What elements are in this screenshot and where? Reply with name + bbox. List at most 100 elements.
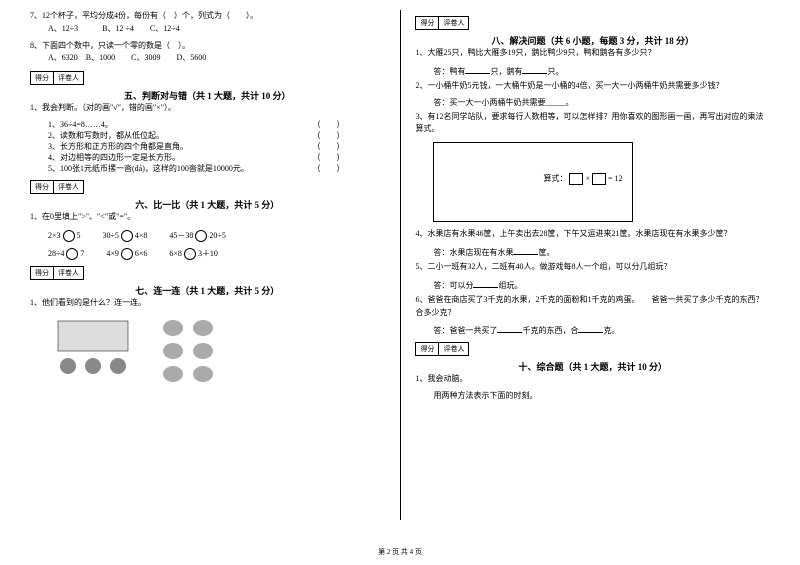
formula-label: 算式： — [543, 174, 567, 183]
cmp-lhs: 4×9 — [106, 249, 119, 258]
ans-prefix: 答：爸爸一共买了 — [433, 326, 497, 335]
q8-6: 6、爸爸在商店买了3千克的水果，2千克的面粉和1千克的鸡蛋。 爸爸一共买了多少千… — [415, 294, 770, 320]
score-label: 得分 — [31, 72, 54, 84]
tf-item-5: 5、100张1元纸币摞一沓(dá)，这样的100沓就是10000元。 （ ） — [30, 163, 385, 174]
tf-text-3: 3、长方形和正方形的四个角都是直角。 — [48, 142, 188, 151]
q8-2-answer: 答：买一大一小两桶牛奶共需要_____。 — [415, 97, 770, 108]
score-box: 得分 评卷人 — [415, 16, 469, 30]
blank — [473, 278, 498, 288]
compare-item: 30÷5 4×8 — [103, 230, 148, 242]
cmp-rhs: 5 — [77, 231, 81, 240]
ans-suffix: 筐。 — [538, 248, 554, 257]
tf-item-2: 2、读数和写数时，都从低位起。 （ ） — [30, 130, 385, 141]
page-footer: 第 2 页 共 4 页 — [0, 547, 800, 557]
tf-item-3: 3、长方形和正方形的四个角都是直角。 （ ） — [30, 141, 385, 152]
q8-6-answer: 答：爸爸一共买了千克的东西，合克。 — [415, 323, 770, 336]
tf-paren: （ ） — [313, 130, 345, 141]
section-8-title: 八、解决问题（共 6 小题，每题 3 分，共计 18 分） — [415, 34, 770, 47]
ans-prefix: 答：鸭有 — [433, 67, 465, 76]
q8-1: 1、大雁25只，鸭比大雁多19只，鹅比鸭少9只，鸭和鹅各有多少只？ — [415, 47, 770, 60]
q8-1-answer: 答：鸭有 只，鹅有 只。 — [415, 64, 770, 77]
cmp-rhs: 3＋10 — [198, 249, 218, 258]
tf-paren: （ ） — [313, 141, 345, 152]
question-7: 7、12个杯子，平均分成4份，每份有（ ）个，列式为（ ）。 A、12÷3 B、… — [30, 10, 385, 36]
score-label: 得分 — [31, 181, 54, 193]
cmp-rhs: 20÷5 — [209, 231, 225, 240]
left-column: 7、12个杯子，平均分成4份，每份有（ ）个，列式为（ ）。 A、12÷3 B、… — [20, 10, 395, 520]
exam-page: 7、12个杯子，平均分成4份，每份有（ ）个，列式为（ ）。 A、12÷3 B、… — [0, 0, 800, 530]
compare-circle — [184, 248, 196, 260]
section-10-intro: 1、我会动脑。 — [415, 373, 770, 386]
ans-mid: 千克的东西，合 — [522, 326, 578, 335]
q8-5-answer: 答：可以分组玩。 — [415, 278, 770, 291]
tf-text-4: 4、对边相等的四边形一定是长方形。 — [48, 153, 180, 162]
section-5-title: 五、判断对与错（共 1 大题，共计 10 分） — [30, 89, 385, 102]
q8-text: 8、下面四个数中，只读一个零的数是（ ）。 — [30, 40, 385, 53]
section-7-intro: 1、他们看到的是什么？连一连。 — [30, 297, 385, 310]
grader-label: 评卷人 — [54, 72, 83, 84]
q8-4: 4、水果店有水果46筐，上午卖出去28筐，下午又运进来21筐。水果店现在有水果多… — [415, 228, 770, 241]
compare-row-1: 2×3 5 30÷5 4×8 45－38 20÷5 — [30, 230, 385, 242]
tf-paren: （ ） — [313, 163, 345, 174]
tf-paren: （ ） — [313, 119, 345, 130]
compare-row-2: 28÷4 7 4×9 6×6 6×8 3＋10 — [30, 248, 385, 260]
ans-suffix: 只。 — [547, 67, 563, 76]
compare-circle — [195, 230, 207, 242]
tf-item-1: 1、36÷4=8……4。 （ ） — [30, 119, 385, 130]
q8-4-answer: 答：水果店现在有水果 筐。 — [415, 245, 770, 258]
tf-text-1: 1、36÷4=8……4。 — [48, 120, 113, 129]
grader-label: 评卷人 — [54, 267, 83, 279]
grader-label: 评卷人 — [439, 343, 468, 355]
grader-label: 评卷人 — [439, 17, 468, 29]
score-box: 得分 评卷人 — [30, 180, 84, 194]
tf-text-2: 2、读数和写数时，都从低位起。 — [48, 131, 164, 140]
blank — [513, 245, 538, 255]
q7-text: 7、12个杯子，平均分成4份，每份有（ ）个，列式为（ ）。 — [30, 10, 385, 23]
tf-text-5: 5、100张1元纸币摞一沓(dá)，这样的100沓就是10000元。 — [48, 164, 249, 173]
blank — [522, 64, 547, 74]
ans-prefix: 答：水果店现在有水果 — [433, 248, 513, 257]
cmp-rhs: 6×6 — [135, 249, 148, 258]
cmp-lhs: 2×3 — [48, 231, 61, 240]
formula-result: = 12 — [608, 174, 623, 183]
ans-suffix: 组玩。 — [498, 281, 522, 290]
section-10-header: 得分 评卷人 — [415, 342, 770, 356]
blank — [578, 323, 603, 333]
q8-3: 3、有12名同学站队，要求每行人数相等，可以怎样排？用你喜欢的图形画一画，再写出… — [415, 111, 770, 137]
input-box — [569, 173, 583, 185]
tf-paren: （ ） — [313, 152, 345, 163]
ans-mid: 只，鹅有 — [490, 67, 522, 76]
section-8-header: 得分 评卷人 — [415, 16, 770, 30]
score-box: 得分 评卷人 — [415, 342, 469, 356]
score-label: 得分 — [31, 267, 54, 279]
cmp-lhs: 45－38 — [169, 231, 193, 240]
section-5-header: 得分 评卷人 — [30, 71, 385, 85]
section-10-title: 十、综合题（共 1 大题，共计 10 分） — [415, 360, 770, 373]
formula-inner: 算式：×= 12 — [543, 173, 622, 185]
right-column: 得分 评卷人 八、解决问题（共 6 小题，每题 3 分，共计 18 分） 1、大… — [405, 10, 780, 520]
compare-item: 45－38 20÷5 — [169, 230, 225, 242]
figure-left-group — [48, 316, 138, 386]
figure-right-group — [158, 316, 218, 386]
section-7-header: 得分 评卷人 — [30, 266, 385, 280]
grader-label: 评卷人 — [54, 181, 83, 193]
blank — [465, 64, 490, 74]
section-6-header: 得分 评卷人 — [30, 180, 385, 194]
cmp-lhs: 30÷5 — [103, 231, 119, 240]
cmp-rhs: 7 — [80, 249, 84, 258]
cmp-lhs: 28÷4 — [48, 249, 64, 258]
cmp-lhs: 6×8 — [169, 249, 182, 258]
q8-options: A、6320 B、1000 C、3009 D、5600 — [30, 52, 385, 65]
section-5-intro: 1、我会判断。（对的画"√"，错的画"×"）。 — [30, 102, 385, 115]
compare-item: 6×8 3＋10 — [169, 248, 218, 260]
section-6-intro: 1、在0里填上">"、"<"或"="。 — [30, 211, 385, 224]
score-label: 得分 — [416, 343, 439, 355]
compare-item: 4×9 6×6 — [106, 248, 147, 260]
cmp-rhs: 4×8 — [135, 231, 148, 240]
formula-box: 算式：×= 12 — [433, 142, 633, 222]
compare-circle — [63, 230, 75, 242]
compare-circle — [66, 248, 78, 260]
score-box: 得分 评卷人 — [30, 266, 84, 280]
question-8: 8、下面四个数中，只读一个零的数是（ ）。 A、6320 B、1000 C、30… — [30, 40, 385, 66]
score-box: 得分 评卷人 — [30, 71, 84, 85]
